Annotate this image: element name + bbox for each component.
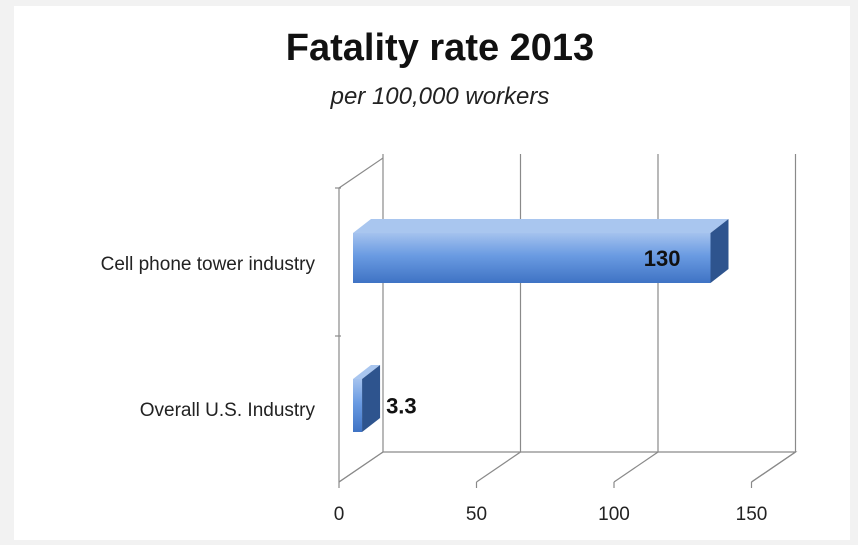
chart-subtitle: per 100,000 workers <box>330 83 550 110</box>
bar-front-face <box>353 233 711 283</box>
x-axis-ticks: 0 50 100 150 <box>334 482 768 525</box>
x-tick-label: 50 <box>466 504 487 525</box>
bar <box>353 219 729 283</box>
data-label: 3.3 <box>386 394 417 419</box>
bar-side-face <box>710 219 729 283</box>
bar <box>353 365 381 432</box>
x-tick-label: 150 <box>736 504 768 525</box>
bar-top-face <box>353 219 729 233</box>
chart-title: Fatality rate 2013 <box>286 27 594 69</box>
left-wall-edge <box>338 157 384 482</box>
x-tick-label: 0 <box>334 504 345 525</box>
bar-layer: 130 3.3 <box>353 219 729 432</box>
x-tick-label: 100 <box>598 504 630 525</box>
gridline <box>751 154 797 483</box>
data-label: 130 <box>644 246 681 271</box>
gridline <box>338 154 384 483</box>
bar-side-face <box>362 365 381 432</box>
category-labels: Cell phone tower industry Overall U.S. In… <box>101 254 316 421</box>
grid-layer <box>335 154 798 483</box>
gridline <box>613 154 659 483</box>
chart: Fatality rate 2013 per 100,000 workers 0… <box>101 27 798 525</box>
bar-top-face <box>353 365 381 379</box>
gridline <box>476 154 522 483</box>
category-label: Cell phone tower industry <box>101 254 316 275</box>
category-label: Overall U.S. Industry <box>140 400 316 421</box>
floor-edge <box>338 451 798 483</box>
chart-frame: Fatality rate 2013 per 100,000 workers 0… <box>14 6 850 540</box>
bar-front-face <box>353 379 363 432</box>
